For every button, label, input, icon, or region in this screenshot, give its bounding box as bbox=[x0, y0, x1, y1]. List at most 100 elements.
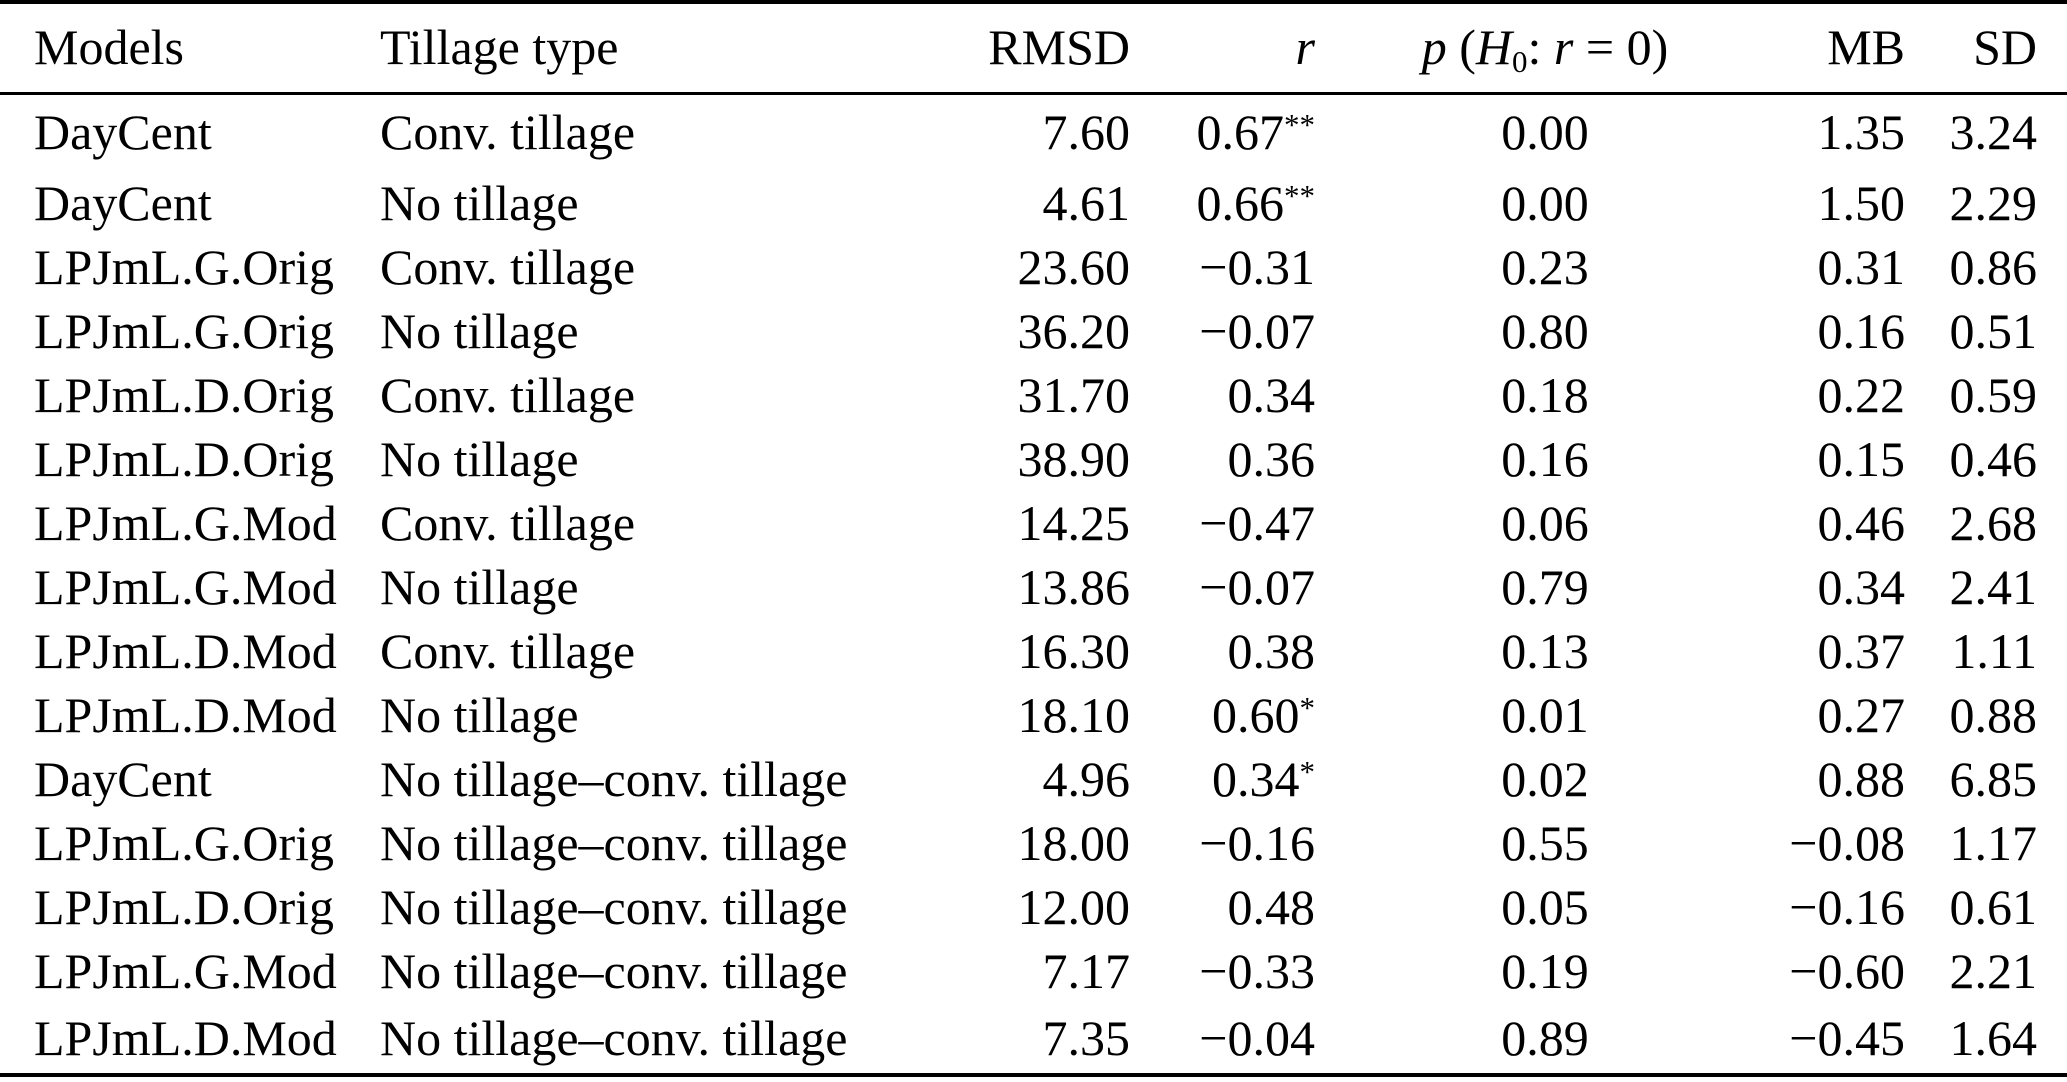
cell-r: −0.16 bbox=[1130, 811, 1315, 875]
cell-rmsd: 31.70 bbox=[1017, 366, 1131, 423]
significance-asterisks: * bbox=[1299, 689, 1316, 725]
cell-rmsd: 18.00 bbox=[1017, 814, 1131, 871]
cell-model: LPJmL.G.Orig bbox=[34, 302, 334, 359]
cell-p-value: 0.00 bbox=[1501, 104, 1589, 161]
table-row: LPJmL.G.Mod Conv. tillage 14.25 −0.47 0.… bbox=[0, 491, 2067, 555]
cell-tillage-type: No tillage–conv. tillage bbox=[380, 750, 848, 807]
table-row: LPJmL.G.Mod No tillage–conv. tillage 7.1… bbox=[0, 939, 2067, 1003]
table-row: LPJmL.D.Mod Conv. tillage 16.30 0.38 0.1… bbox=[0, 619, 2067, 683]
cell-sd: 0.46 bbox=[1949, 430, 2038, 487]
cell-p-value: 0.06 bbox=[1501, 494, 1589, 551]
cell-sd: 1.11 bbox=[1951, 622, 2037, 679]
cell-r: 0.67** bbox=[1130, 93, 1316, 171]
col-header-mb: MB bbox=[1775, 2, 1905, 95]
r-value: 0.34 bbox=[1212, 750, 1300, 807]
cell-r: −0.07 bbox=[1130, 299, 1315, 363]
cell-sd: 6.85 bbox=[1949, 750, 2038, 807]
cell-rmsd: 7.60 bbox=[1042, 104, 1131, 161]
cell-rmsd: 18.10 bbox=[1017, 686, 1131, 743]
cell-mb: −0.45 bbox=[1789, 1009, 1905, 1066]
cell-mb: 0.22 bbox=[1817, 366, 1906, 423]
cell-r: 0.34 bbox=[1130, 363, 1316, 427]
cell-mb: 0.27 bbox=[1817, 686, 1906, 743]
cell-r: 0.66** bbox=[1130, 171, 1316, 235]
col-header-tillage-type: Tillage type bbox=[380, 2, 920, 95]
table-row: LPJmL.G.Orig No tillage 36.20 −0.07 0.80… bbox=[0, 299, 2067, 363]
cell-r: 0.60* bbox=[1130, 683, 1315, 747]
r-value: −0.47 bbox=[1199, 494, 1315, 551]
cell-p-value: 0.80 bbox=[1501, 302, 1589, 359]
cell-tillage-type: No tillage bbox=[380, 430, 579, 487]
r-value: −0.16 bbox=[1199, 814, 1315, 871]
cell-mb: 0.15 bbox=[1817, 430, 1906, 487]
cell-rmsd: 7.35 bbox=[1042, 1009, 1131, 1066]
cell-mb: −0.60 bbox=[1789, 942, 1905, 999]
table-row: DayCent Conv. tillage 7.60 0.67** 0.00 1… bbox=[0, 93, 2067, 171]
cell-tillage-type: No tillage bbox=[380, 686, 579, 743]
cell-p-value: 0.05 bbox=[1501, 878, 1589, 935]
cell-tillage-type: No tillage bbox=[380, 302, 579, 359]
col-header-models: Models bbox=[0, 2, 380, 95]
cell-tillage-type: No tillage–conv. tillage bbox=[380, 814, 848, 871]
cell-model: LPJmL.D.Mod bbox=[34, 1009, 337, 1066]
cell-rmsd: 4.96 bbox=[1042, 750, 1131, 807]
r-value: −0.07 bbox=[1199, 302, 1315, 359]
cell-mb: −0.08 bbox=[1789, 814, 1905, 871]
cell-r: 0.38 bbox=[1130, 619, 1316, 683]
h-zero-subscript: 0 bbox=[1512, 44, 1528, 80]
r-value: 0.48 bbox=[1227, 878, 1316, 935]
cell-rmsd: 4.61 bbox=[1042, 174, 1131, 231]
cell-tillage-type: Conv. tillage bbox=[380, 622, 636, 679]
r-value: −0.07 bbox=[1199, 558, 1315, 615]
table-row: LPJmL.D.Orig No tillage–conv. tillage 12… bbox=[0, 875, 2067, 939]
cell-r: −0.04 bbox=[1130, 1003, 1315, 1075]
cell-sd: 0.88 bbox=[1949, 686, 2038, 743]
cell-tillage-type: Conv. tillage bbox=[380, 104, 636, 161]
cell-sd: 0.86 bbox=[1949, 238, 2038, 295]
cell-sd: 3.24 bbox=[1949, 104, 2038, 161]
r-symbol: r bbox=[1553, 19, 1574, 76]
cell-p-value: 0.02 bbox=[1501, 750, 1589, 807]
significance-asterisks: * bbox=[1299, 753, 1316, 789]
cell-sd: 1.17 bbox=[1949, 814, 2038, 871]
cell-p-value: 0.89 bbox=[1501, 1009, 1589, 1066]
cell-p-value: 0.00 bbox=[1501, 174, 1589, 231]
p-open-paren: ( bbox=[1446, 19, 1476, 76]
significance-asterisks: ** bbox=[1284, 107, 1315, 143]
cell-model: DayCent bbox=[34, 750, 212, 807]
table-row: LPJmL.G.Mod No tillage 13.86 −0.07 0.79 … bbox=[0, 555, 2067, 619]
cell-r: 0.48 bbox=[1130, 875, 1316, 939]
cell-tillage-type: No tillage bbox=[380, 174, 579, 231]
cell-rmsd: 16.30 bbox=[1017, 622, 1131, 679]
cell-p-value: 0.19 bbox=[1501, 942, 1589, 999]
cell-model: LPJmL.D.Mod bbox=[34, 686, 337, 743]
cell-sd: 2.21 bbox=[1949, 942, 2038, 999]
table-row: DayCent No tillage 4.61 0.66** 0.00 1.50… bbox=[0, 171, 2067, 235]
cell-model: LPJmL.D.Mod bbox=[34, 622, 337, 679]
cell-r: −0.07 bbox=[1130, 555, 1315, 619]
cell-p-value: 0.01 bbox=[1501, 686, 1589, 743]
cell-mb: 0.16 bbox=[1817, 302, 1906, 359]
cell-rmsd: 7.17 bbox=[1042, 942, 1131, 999]
table-header: Models Tillage type RMSD r p (H0: r = 0)… bbox=[0, 2, 2067, 95]
cell-mb: 1.50 bbox=[1817, 174, 1906, 231]
table-row: LPJmL.D.Orig Conv. tillage 31.70 0.34 0.… bbox=[0, 363, 2067, 427]
cell-mb: 1.35 bbox=[1817, 104, 1906, 161]
cell-model: DayCent bbox=[34, 174, 212, 231]
cell-p-value: 0.55 bbox=[1501, 814, 1589, 871]
cell-p-value: 0.13 bbox=[1501, 622, 1589, 679]
col-header-rmsd: RMSD bbox=[920, 2, 1130, 95]
r-value: 0.38 bbox=[1227, 622, 1316, 679]
cell-sd: 2.41 bbox=[1949, 558, 2038, 615]
cell-p-value: 0.23 bbox=[1501, 238, 1589, 295]
cell-r: 0.36 bbox=[1130, 427, 1316, 491]
cell-rmsd: 14.25 bbox=[1017, 494, 1131, 551]
cell-p-value: 0.79 bbox=[1501, 558, 1589, 615]
cell-mb: 0.37 bbox=[1817, 622, 1906, 679]
cell-mb: 0.46 bbox=[1817, 494, 1906, 551]
col-header-sd: SD bbox=[1905, 2, 2067, 95]
cell-sd: 2.68 bbox=[1949, 494, 2038, 551]
r-value: 0.66 bbox=[1196, 174, 1285, 231]
